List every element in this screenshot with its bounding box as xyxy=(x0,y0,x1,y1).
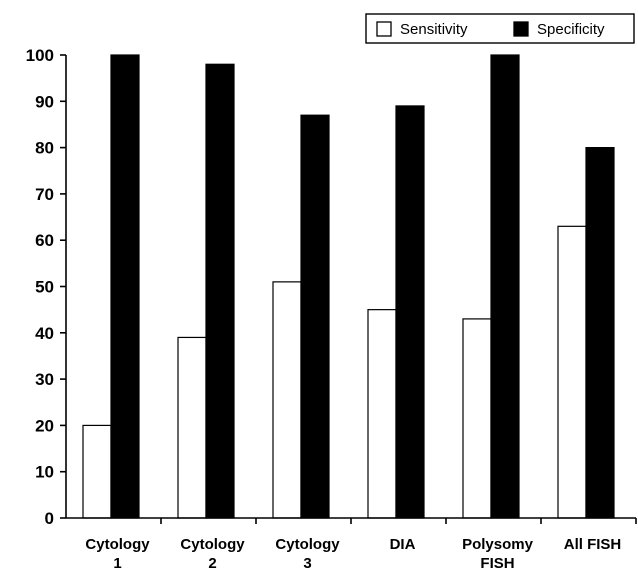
x-tick-label: Cytology 3 xyxy=(275,536,340,572)
bar-sensitivity-3 xyxy=(367,309,397,519)
y-tick-label: 10 xyxy=(35,463,54,482)
legend-label-specificity: Specificity xyxy=(537,21,605,38)
bar-sensitivity-5 xyxy=(557,225,587,519)
bars xyxy=(82,54,615,519)
bar-sensitivity-0 xyxy=(82,424,112,519)
x-tick-label: Cytology 1 xyxy=(85,536,150,572)
x-tick-label: All FISH xyxy=(564,536,622,553)
bar-specificity-2 xyxy=(300,114,330,519)
y-tick-label: 0 xyxy=(45,509,54,528)
y-tick-label: 80 xyxy=(35,139,54,158)
y-tick-label: 20 xyxy=(35,416,54,435)
bar-sensitivity-2 xyxy=(272,281,302,519)
x-tick-label: Polysomy FISH xyxy=(462,536,534,572)
bar-specificity-4 xyxy=(490,54,520,519)
bar-specificity-0 xyxy=(110,54,140,519)
y-axis: 0 10 20 30 40 50 60 70 80 90 100 xyxy=(26,46,67,528)
legend-swatch-sensitivity xyxy=(376,21,392,37)
legend-label-sensitivity: Sensitivity xyxy=(400,21,468,38)
legend-box xyxy=(365,13,635,44)
y-tick-label: 70 xyxy=(35,185,54,204)
x-axis: Cytology 1 Cytology 2 Cytology 3 DIA Polysomy FI… xyxy=(66,517,637,572)
legend: Sensitivity Specificity xyxy=(365,13,635,44)
bar-specificity-5 xyxy=(585,147,615,519)
bar-sensitivity-1 xyxy=(177,336,207,519)
legend-swatch-specificity xyxy=(513,21,529,37)
y-tick-label: 100 xyxy=(26,46,54,65)
y-tick-label: 90 xyxy=(35,92,54,111)
bar-specificity-3 xyxy=(395,105,425,519)
x-tick-label: DIA xyxy=(390,536,416,553)
y-tick-label: 40 xyxy=(35,324,54,343)
y-tick-label: 60 xyxy=(35,231,54,250)
x-tick-label: Cytology 2 xyxy=(180,536,245,572)
bar-specificity-1 xyxy=(205,63,235,519)
y-tick-label: 30 xyxy=(35,370,54,389)
y-tick-label: 50 xyxy=(35,278,54,297)
bar-sensitivity-4 xyxy=(462,318,492,519)
